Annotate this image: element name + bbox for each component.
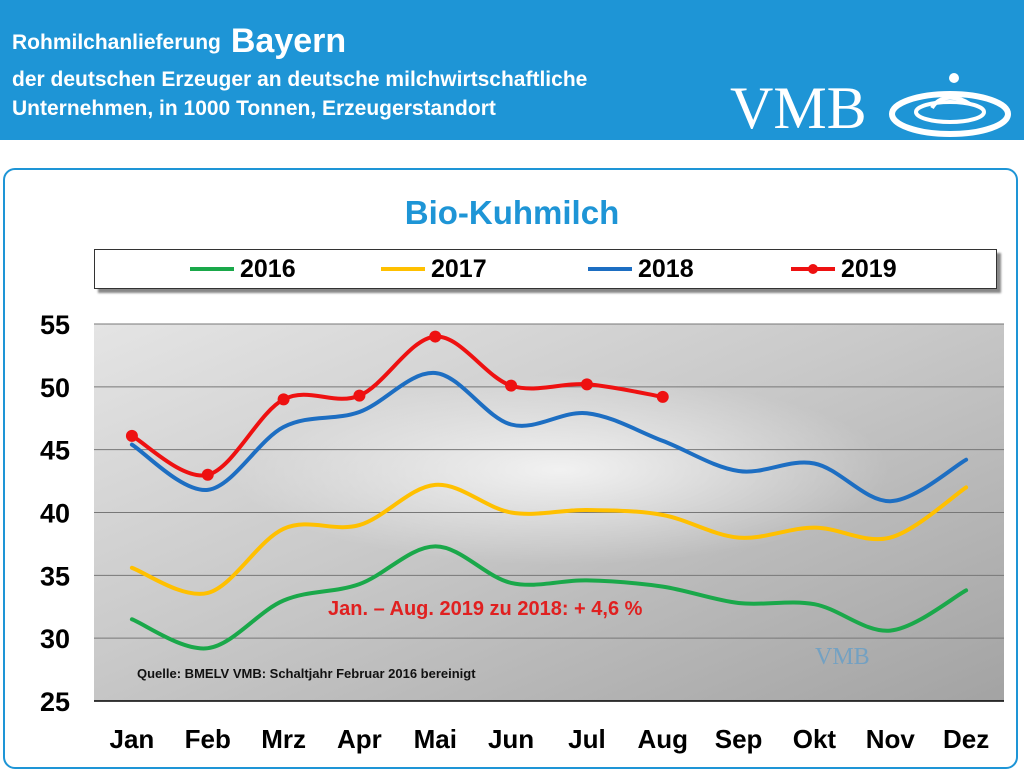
legend-label-2016: 2016 [240, 254, 296, 283]
x-tick-label: Mai [414, 724, 457, 754]
source-note: Quelle: BMELV VMB: Schaltjahr Februar 20… [137, 666, 476, 681]
data-point-2019 [580, 378, 593, 391]
y-tick-label: 35 [40, 561, 70, 591]
vmb-logo-swirl-icon [889, 73, 1011, 137]
series-line-2016 [129, 544, 969, 651]
legend-swatch-2016 [190, 267, 234, 271]
data-point-2019 [277, 393, 290, 406]
header-banner: Rohmilchanlieferung Bayern der deutschen … [0, 0, 1024, 140]
y-tick-label: 50 [40, 373, 70, 403]
y-axis-ticks: 25 30 35 40 45 50 55 [40, 310, 70, 717]
x-tick-label: Mrz [261, 724, 306, 754]
series-line-2018 [129, 370, 969, 504]
chart-annotation: Jan. – Aug. 2019 zu 2018: + 4,6 % [328, 598, 643, 620]
x-tick-label: Apr [337, 724, 382, 754]
legend-swatch-2017 [381, 267, 425, 271]
legend-item-2019: 2019 [791, 250, 897, 288]
chart-title: Bio-Kuhmilch [404, 194, 620, 231]
x-tick-label: Jun [488, 724, 534, 754]
x-tick-label: Dez [943, 724, 989, 754]
header-subtitle-2: Unternehmen, in 1000 Tonnen, Erzeugersta… [12, 97, 496, 120]
series-line-2019 [129, 334, 665, 478]
y-tick-label: 45 [40, 436, 70, 466]
series-line-2017 [129, 482, 969, 596]
x-tick-label: Nov [866, 724, 916, 754]
y-tick-label: 30 [40, 624, 70, 654]
x-tick-label: Okt [793, 724, 837, 754]
data-point-2019 [353, 389, 366, 402]
data-point-2019 [656, 390, 669, 403]
x-tick-label: Jul [568, 724, 606, 754]
data-point-2019 [201, 468, 214, 481]
data-point-2019 [505, 379, 518, 392]
y-tick-label: 55 [40, 310, 70, 340]
data-point-2019 [125, 429, 138, 442]
series-markers [125, 330, 669, 481]
data-point-2019 [429, 330, 442, 343]
x-tick-label: Feb [185, 724, 231, 754]
x-tick-label: Sep [715, 724, 763, 754]
chart-legend: 2016 2017 2018 2019 [94, 249, 997, 289]
legend-label-2017: 2017 [431, 254, 487, 283]
vmb-logo: VMB [730, 75, 867, 141]
y-tick-label: 40 [40, 499, 70, 529]
series-lines [129, 334, 969, 651]
x-tick-label: Aug [637, 724, 688, 754]
legend-swatch-2019 [791, 264, 835, 274]
legend-label-2018: 2018 [638, 254, 694, 283]
header-region: Bayern [230, 22, 347, 60]
legend-swatch-2018 [588, 267, 632, 271]
legend-marker-2019 [808, 264, 818, 274]
plot-background-splash [230, 375, 890, 565]
legend-label-2019: 2019 [841, 254, 897, 283]
legend-item-2017: 2017 [381, 250, 487, 288]
header-subtitle-1: der deutschen Erzeuger an deutsche milch… [12, 68, 588, 91]
header-title: Rohmilchanlieferung Bayern [12, 22, 347, 60]
legend-item-2018: 2018 [588, 250, 694, 288]
x-axis-ticks: Jan Feb Mrz Apr Mai Jun Jul Aug Sep Okt Nov Dez [110, 724, 990, 754]
x-tick-label: Jan [110, 724, 155, 754]
legend-item-2016: 2016 [190, 250, 296, 288]
gridlines [94, 323, 1004, 639]
y-tick-label: 25 [40, 687, 70, 717]
vmb-watermark: VMB [815, 644, 870, 670]
